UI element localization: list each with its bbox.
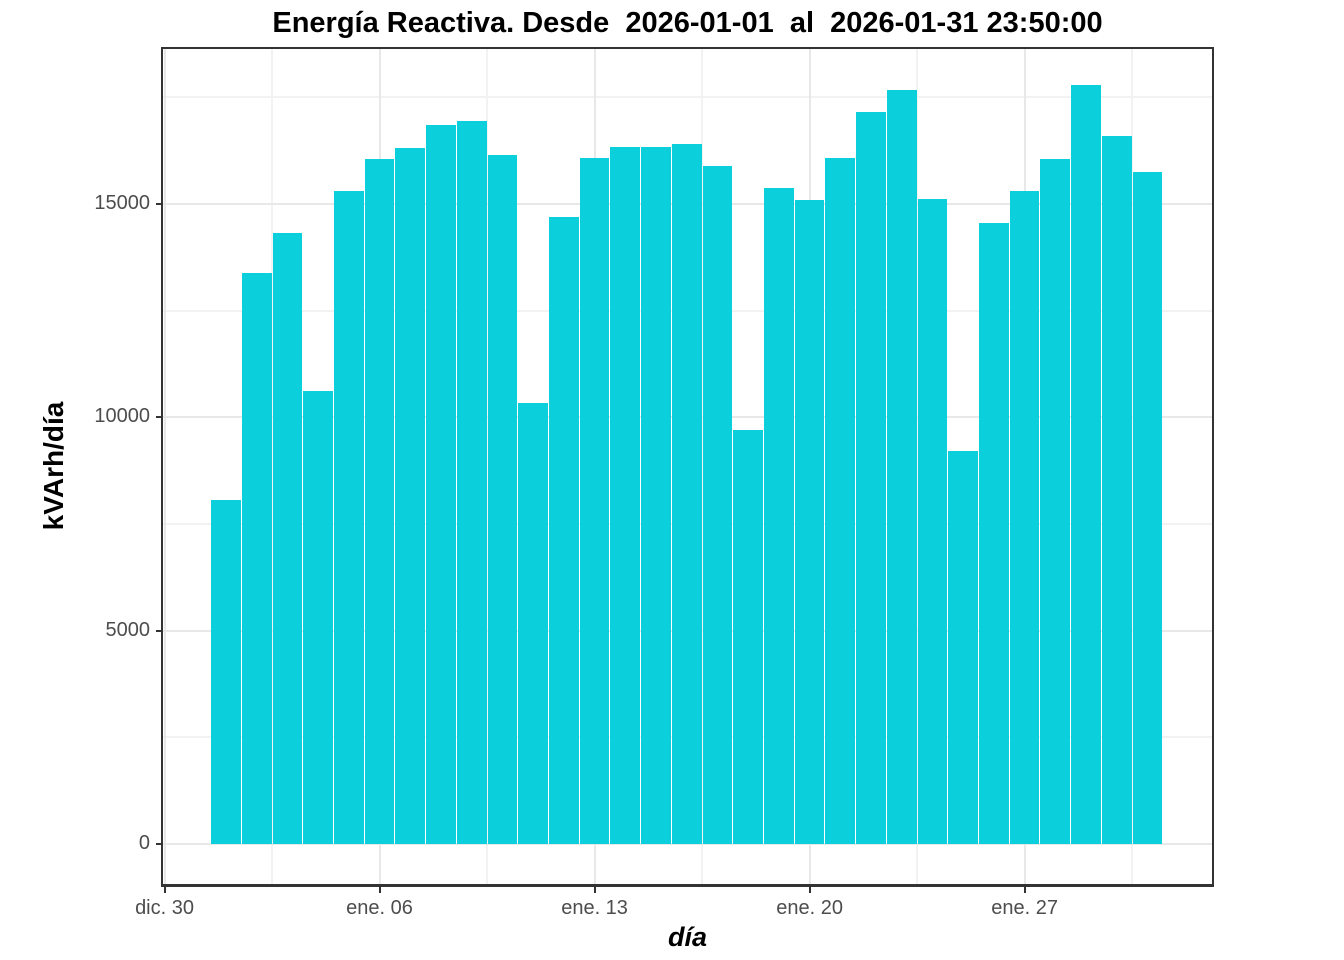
chart-title: Energía Reactiva. Desde 2026-01-01 al 20… bbox=[272, 7, 1103, 39]
bar bbox=[241, 273, 272, 844]
y-axis-tick bbox=[156, 203, 162, 205]
x-tick-label: dic. 30 bbox=[135, 897, 194, 919]
bar bbox=[641, 147, 671, 844]
y-axis-tick bbox=[156, 843, 162, 846]
bar bbox=[856, 112, 886, 844]
y-tick-label: 5000 bbox=[105, 618, 151, 641]
bar bbox=[979, 223, 1009, 844]
bar bbox=[395, 147, 426, 845]
bar bbox=[733, 430, 763, 844]
bar bbox=[272, 233, 303, 844]
bar bbox=[825, 158, 856, 844]
bar bbox=[333, 190, 364, 845]
bar bbox=[702, 165, 733, 845]
bar bbox=[917, 199, 948, 845]
y-axis-tick bbox=[156, 416, 162, 419]
x-axis-tick bbox=[593, 887, 596, 893]
plot-panel bbox=[163, 49, 1212, 884]
bar bbox=[794, 199, 825, 844]
bar bbox=[1071, 84, 1101, 844]
bar bbox=[211, 500, 241, 844]
bar bbox=[671, 144, 702, 844]
x-axis-tick bbox=[378, 887, 381, 893]
y-axis-tick bbox=[156, 629, 162, 632]
bar bbox=[303, 390, 333, 845]
bar bbox=[426, 125, 456, 844]
x-axis-tick bbox=[808, 887, 811, 893]
x-gridline-minor bbox=[1131, 49, 1134, 884]
bar bbox=[549, 216, 579, 844]
bar bbox=[579, 157, 610, 845]
y-gridline-minor bbox=[163, 96, 1212, 99]
bar bbox=[886, 90, 917, 844]
x-axis-title: día bbox=[667, 922, 707, 952]
bar bbox=[1040, 159, 1071, 844]
bar bbox=[518, 403, 548, 845]
bar bbox=[610, 146, 641, 844]
bar bbox=[764, 188, 794, 845]
y-axis-title: kVArh/día bbox=[38, 401, 69, 531]
bar bbox=[1009, 191, 1040, 844]
bar bbox=[456, 120, 487, 844]
bar bbox=[1132, 172, 1163, 844]
x-gridline-minor bbox=[486, 49, 489, 884]
x-tick-label: ene. 20 bbox=[776, 897, 843, 919]
x-gridline-minor bbox=[701, 49, 704, 884]
x-axis-tick bbox=[163, 887, 166, 893]
bar bbox=[1101, 135, 1132, 844]
x-tick-label: ene. 13 bbox=[561, 897, 628, 919]
bar bbox=[487, 155, 518, 844]
y-tick-label: 10000 bbox=[94, 405, 150, 428]
x-tick-label: ene. 06 bbox=[346, 897, 413, 919]
y-tick-label: 15000 bbox=[94, 192, 150, 214]
y-tick-label: 0 bbox=[138, 832, 150, 855]
bar bbox=[364, 159, 395, 844]
x-gridline-minor bbox=[916, 49, 919, 884]
bar bbox=[948, 451, 979, 844]
x-gridline-major bbox=[163, 49, 166, 884]
y-gridline-major bbox=[163, 843, 1212, 846]
x-axis-tick bbox=[1023, 887, 1026, 893]
x-tick-label: ene. 27 bbox=[991, 897, 1058, 919]
x-gridline-minor bbox=[271, 49, 274, 884]
